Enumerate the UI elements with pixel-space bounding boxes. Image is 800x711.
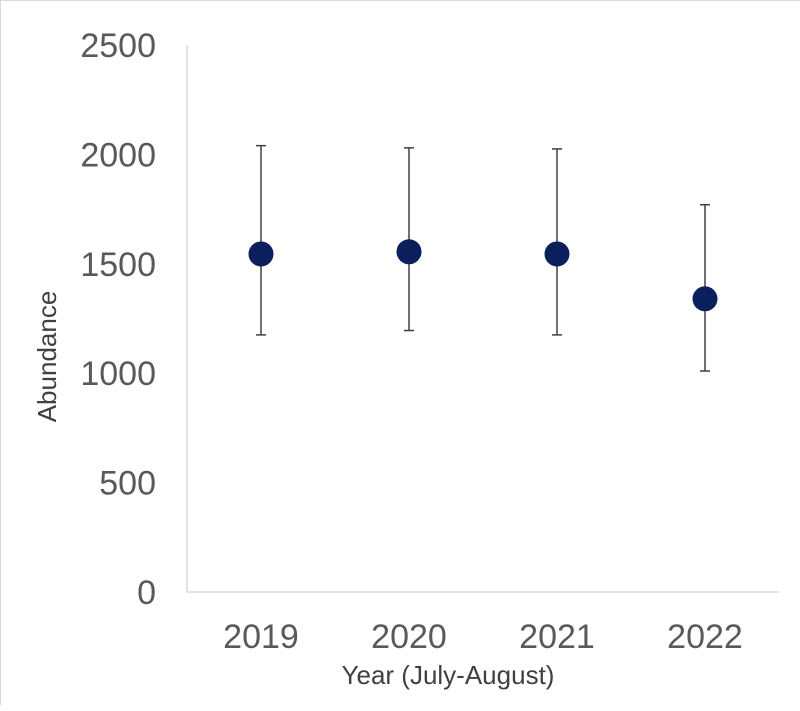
data-point-group <box>248 144 274 336</box>
y-tick-label: 1500 <box>80 246 156 284</box>
data-point <box>692 286 718 312</box>
x-tick-label: 2020 <box>371 618 447 656</box>
data-point <box>396 239 422 265</box>
data-point <box>544 241 570 267</box>
data-point-group <box>692 203 718 372</box>
data-point-group <box>396 147 422 332</box>
x-tick-label: 2019 <box>223 618 299 656</box>
x-tick-label: 2021 <box>519 618 595 656</box>
data-points <box>248 144 718 372</box>
y-axis-ticks: 0 500 1000 1500 2000 2500 <box>80 27 156 612</box>
y-tick-label: 0 <box>137 574 156 612</box>
x-tick-label: 2022 <box>667 618 743 656</box>
y-tick-label: 500 <box>99 465 156 503</box>
data-point <box>248 241 274 267</box>
y-tick-label: 2000 <box>80 136 156 174</box>
x-axis-title: Year (July-August) <box>342 660 555 690</box>
y-axis-title: Abundance <box>32 291 62 423</box>
x-axis-ticks: 2019 2020 2021 2022 <box>223 618 743 656</box>
data-point-group <box>544 148 570 336</box>
y-tick-label: 1000 <box>80 355 156 393</box>
y-tick-label: 2500 <box>80 27 156 65</box>
